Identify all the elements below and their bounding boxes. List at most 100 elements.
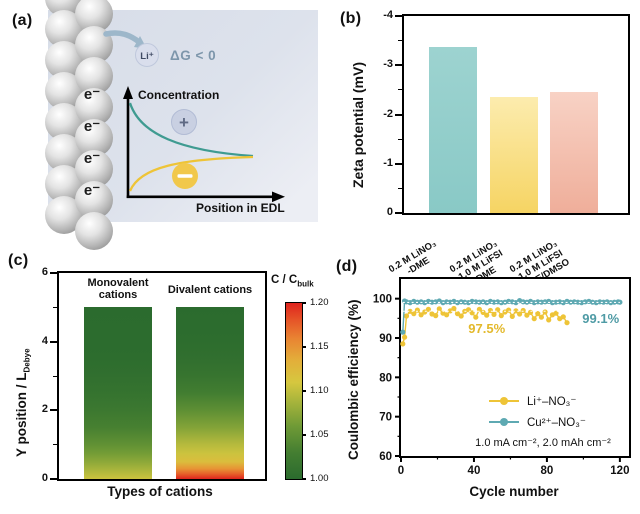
series-point <box>436 306 442 312</box>
series-point <box>531 316 537 322</box>
y-axis-arrowhead <box>123 86 133 99</box>
legend-label: Cu²⁺–NO₃⁻ <box>527 417 586 429</box>
series-point <box>447 308 453 314</box>
series-point <box>411 311 417 317</box>
electrode-atom-sphere <box>75 88 113 126</box>
y-major-tick <box>395 212 402 214</box>
colorbar-tick <box>302 478 306 480</box>
colorbar-tick-label: 1.15 <box>310 341 329 352</box>
concentration-heat-bar <box>84 307 152 479</box>
y-tick-label: -1 <box>383 156 393 169</box>
x-tick-label: 0 <box>398 465 404 477</box>
y-major-tick <box>50 478 57 480</box>
series-point <box>480 309 486 315</box>
electrode-atom-sphere <box>45 165 83 203</box>
electrode-atom-sphere <box>45 41 83 79</box>
series-point <box>542 309 548 315</box>
x-axis-arrowhead <box>272 191 285 203</box>
electron-label: e⁻ <box>84 182 100 199</box>
legend-row: Li⁺–NO₃⁻ <box>489 396 576 408</box>
concentration-axis-label: Concentration <box>138 88 219 102</box>
series-point <box>491 311 497 317</box>
y-tick-label: -3 <box>383 58 393 71</box>
y-tick-label: -4 <box>383 9 393 21</box>
y-tick-label: 6 <box>41 266 48 278</box>
y-tick-label: 4 <box>41 334 48 347</box>
y-minor-tick <box>398 138 402 140</box>
li-ion-circle <box>135 43 159 67</box>
cation-concentration-curve <box>128 102 254 158</box>
panel-c-y-axis-title-sub: Debye <box>22 348 32 373</box>
test-condition-label: 1.0 mA cm⁻², 2.0 mAh cm⁻² <box>475 437 611 449</box>
colorbar-tick-label: 1.10 <box>310 385 329 396</box>
colorbar-gradient <box>286 303 302 479</box>
colorbar-tick-label: 1.20 <box>310 297 329 308</box>
ce-series-li <box>400 305 570 347</box>
cation-type-header: Monovalent cations <box>87 277 149 302</box>
electrode-atom-sphere <box>75 150 113 188</box>
panel-c-x-axis-title: Types of cations <box>107 484 213 499</box>
y-major-tick <box>395 64 402 67</box>
zeta-bar <box>429 46 477 213</box>
colorbar-tick <box>302 346 306 348</box>
cation-type-header: Divalent cations <box>167 284 253 296</box>
y-minor-tick <box>398 187 402 189</box>
series-point <box>513 308 519 314</box>
electrode-atom-sphere <box>75 0 113 33</box>
desolvation-arrow <box>103 30 142 45</box>
concentration-heat-bar <box>176 307 244 479</box>
panel-a-schematic: e⁻ e⁻ e⁻ e⁻ Li⁺ ΔG < 0 Concentration Pos… <box>45 0 318 250</box>
y-major-tick <box>395 162 402 165</box>
series-point <box>454 311 461 317</box>
y-tick-label: 0 <box>386 206 393 218</box>
series-point <box>520 307 526 314</box>
colorbar-title-sub: bulk <box>297 279 314 289</box>
y-major-tick <box>50 272 57 274</box>
li-ion-label: Li⁺ <box>140 51 153 62</box>
series-point <box>451 305 457 312</box>
series-point <box>527 309 534 315</box>
plus-charge-symbol: + <box>179 113 189 132</box>
electrode-atom-sphere <box>45 103 83 141</box>
y-tick-label: 100 <box>373 294 392 306</box>
y-major-tick <box>50 409 57 412</box>
y-minor-tick <box>53 444 57 446</box>
y-major-tick <box>50 340 57 343</box>
y-major-tick <box>395 113 402 116</box>
plus-charge-circle <box>171 109 197 135</box>
series-point <box>560 314 566 320</box>
zeta-bar <box>550 92 598 213</box>
electrode-atom-sphere <box>75 119 113 157</box>
x-tick-label: 120 <box>610 465 629 477</box>
electrode-atom-sphere <box>45 10 83 48</box>
series-point <box>524 312 530 318</box>
series-point <box>617 299 623 305</box>
panel-b-label: (b) <box>340 10 362 27</box>
colorbar-tick-label: 1.00 <box>310 473 329 484</box>
legend-label: Li⁺–NO₃⁻ <box>527 396 576 408</box>
y-tick-label: 70 <box>379 412 392 424</box>
colorbar-title: C / Cbulk <box>271 274 314 288</box>
electrode-spheres <box>45 0 113 250</box>
panel-d-y-axis-title: Coulombic efficiency (%) <box>346 299 361 460</box>
series-point <box>418 312 424 318</box>
colorbar-tick-label: 1.05 <box>310 429 329 440</box>
series-point <box>473 314 479 320</box>
y-tick-label: 0 <box>41 472 48 484</box>
legend: Li⁺–NO₃⁻ Cu²⁺–NO₃⁻ <box>489 396 586 429</box>
electrode-atom-sphere <box>45 196 83 234</box>
legend-swatch-marker <box>500 418 508 426</box>
y-tick-label: 90 <box>379 333 392 345</box>
minus-charge-symbol <box>177 174 193 178</box>
colorbar: 1.20 1.15 1.10 1.05 1.00 <box>285 297 329 484</box>
colorbar-tick <box>302 302 306 304</box>
series-point <box>422 309 428 315</box>
series-point <box>535 311 541 317</box>
series-point <box>402 334 408 340</box>
electrode-atom-sphere <box>75 26 113 64</box>
series-point <box>403 313 410 319</box>
panel-d-label: (d) <box>336 258 358 275</box>
series-point <box>458 313 464 319</box>
series-point <box>553 310 559 316</box>
